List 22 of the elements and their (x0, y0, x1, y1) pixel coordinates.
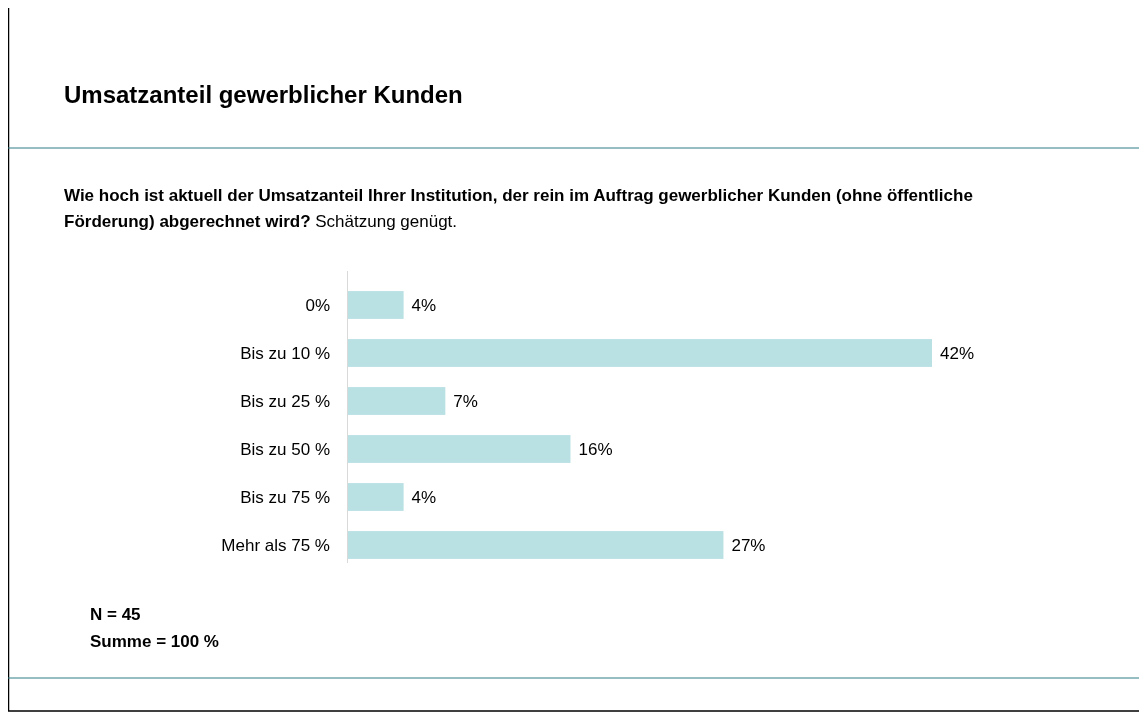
bar (348, 483, 404, 511)
y-tick-label: Bis zu 10 % (240, 343, 330, 363)
bar (348, 339, 932, 367)
data-label: 4% (411, 295, 437, 315)
bar (348, 435, 571, 463)
y-tick-label: Bis zu 50 % (240, 439, 330, 459)
bar (348, 387, 446, 415)
y-tick-label: 0% (305, 295, 330, 315)
data-label: 27% (731, 535, 766, 555)
y-tick-label: Mehr als 75 % (221, 535, 330, 555)
bar (348, 291, 404, 319)
y-tick-label: Bis zu 75 % (240, 487, 330, 507)
chart-title: Umsatzanteil gewerblicher Kunden (64, 81, 463, 108)
chart-subtitle: Wie hoch ist aktuell der Umsatzanteil Ihrer Institution, der rein im Auftrag gewerblicher Kunden (ohne öffentliche Förderung) abgerechnet wird? Schätzung genügt. (64, 186, 973, 231)
data-label: 42% (940, 343, 975, 363)
data-label: 7% (453, 391, 478, 411)
bar (348, 531, 724, 559)
data-label: 4% (411, 487, 437, 507)
y-tick-label: Bis zu 25 % (240, 391, 330, 411)
data-label: 16% (578, 439, 613, 459)
text: N = 45 (90, 605, 141, 624)
text: Summe = 100 % (90, 632, 219, 651)
